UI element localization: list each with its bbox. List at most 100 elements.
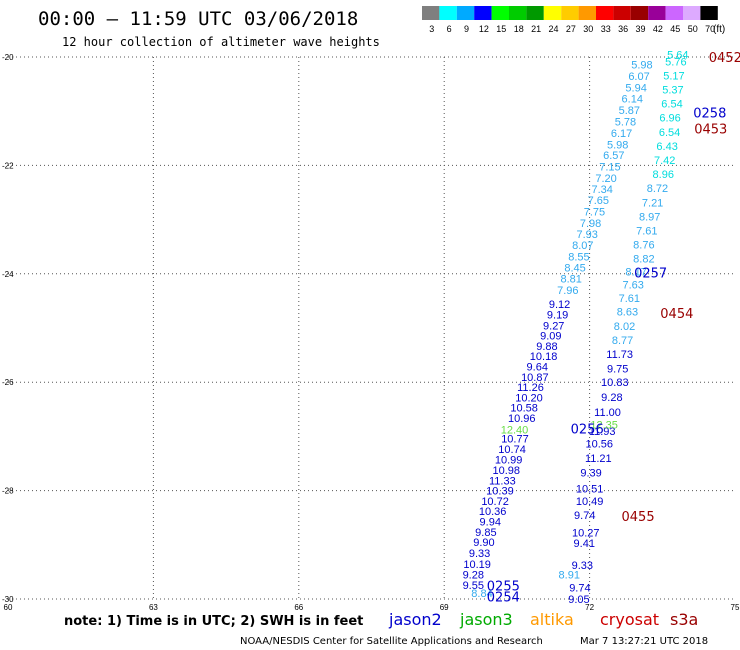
data-point-label: 8.07 (572, 240, 593, 252)
data-point-label: 9.94 (480, 516, 501, 528)
color-scale-label: 45 (670, 24, 680, 34)
data-point-label: 9.33 (469, 548, 490, 560)
color-scale-swatch (700, 6, 718, 20)
data-point-label: 5.78 (615, 116, 636, 128)
mission-legend: jason2 jason3 altika cryosat s3a (388, 610, 698, 629)
mission-legend-item: jason2 (388, 610, 442, 629)
pass-label: 0257 (634, 267, 667, 282)
data-point-label: 10.18 (530, 351, 558, 363)
color-scale-label: 18 (514, 24, 524, 34)
color-scale-swatch (422, 6, 440, 20)
footer-timestamp: Mar 7 13:27:21 UTC 2018 (580, 636, 708, 647)
data-point-label: 9.27 (543, 320, 564, 332)
color-scale-swatch (526, 6, 544, 20)
data-point-label: 7.93 (576, 229, 597, 241)
data-point-label: 10.98 (492, 465, 520, 477)
data-point-label: 6.43 (656, 141, 677, 153)
color-scale-label: 27 (566, 24, 576, 34)
data-point-label: 7.63 (623, 280, 644, 292)
data-point-label: 10.49 (576, 496, 604, 508)
data-point-label: 5.17 (663, 70, 684, 82)
color-scale-swatch (474, 6, 492, 20)
data-point-label: 12.40 (501, 424, 529, 436)
data-point-label: 9.74 (574, 510, 595, 522)
x-tick-label: 72 (585, 603, 594, 612)
plot-area: 60 63 66 69 72 75 -20-22-24-26-28-30 9.559.28… (2, 49, 740, 612)
pass-label: 0255 (487, 579, 520, 594)
color-scale-swatch (613, 6, 631, 20)
footer-credit: NOAA/NESDIS Center for Satellite Applica… (240, 636, 543, 647)
y-tick-label: -30 (2, 595, 14, 604)
data-point-label: 7.34 (591, 184, 612, 196)
data-point-label: 5.87 (619, 105, 640, 117)
data-point-label: 10.87 (521, 372, 549, 384)
color-scale-swatch (630, 6, 649, 20)
data-point-label: 7.96 (557, 285, 578, 297)
pass-label: 0455 (622, 510, 655, 525)
color-scale-swatch (509, 6, 527, 20)
data-point-label: 9.09 (540, 331, 561, 343)
x-tick-label: 66 (294, 603, 303, 612)
pass-label: 0256 (571, 422, 604, 437)
chart-subtitle: 12 hour collection of altimeter wave hei… (62, 35, 380, 49)
y-tick-label: -28 (2, 487, 14, 496)
color-scale-swatch (561, 6, 579, 20)
color-scale-label: 50 (688, 24, 698, 34)
data-point-label: 7.42 (654, 155, 675, 167)
data-point-label: 8.76 (633, 240, 654, 252)
color-scale-label: 42 (653, 24, 663, 34)
data-point-label: 7.75 (584, 206, 605, 218)
data-point-label: 7.21 (642, 197, 663, 209)
data-point-label: 6.57 (603, 150, 624, 162)
data-point-label: 10.58 (510, 403, 538, 415)
data-point-label: 11.21 (585, 453, 612, 465)
x-tick-label: 63 (149, 603, 158, 612)
data-point-label: 11.26 (517, 382, 544, 394)
data-point-label: 8.45 (564, 262, 585, 274)
data-point-label: 6.17 (611, 128, 632, 140)
y-tick-label: -22 (2, 161, 14, 170)
data-point-label: 8.63 (617, 307, 638, 319)
data-point-label: 10.74 (498, 444, 526, 456)
data-point-label: 10.72 (481, 496, 509, 508)
data-point-label: 7.20 (595, 173, 616, 185)
mission-legend-item: cryosat (600, 610, 659, 629)
color-scale-swatch (596, 6, 614, 20)
data-point-label: 9.64 (527, 361, 548, 373)
pass-label: 0452 (709, 51, 740, 66)
data-point-label: 6.14 (622, 94, 643, 106)
data-point-label: 7.15 (599, 161, 620, 173)
data-point-label: 8.97 (639, 211, 660, 223)
data-point-label: 6.54 (661, 99, 682, 111)
data-point-label: 5.76 (665, 56, 686, 68)
data-point-label: 12.35 (590, 419, 618, 431)
data-point-label: 9.55 (463, 580, 484, 592)
color-scale-label: 3 (429, 24, 434, 34)
x-axis-ticks: 60 63 66 69 72 75 (4, 603, 740, 612)
color-scale-swatch (648, 6, 666, 20)
color-scale: 3 6 9 12 15 18 21 24 27 30 33 36 39 42 45 50 70 (422, 6, 718, 34)
x-tick-label: 75 (731, 603, 740, 612)
data-point-label: 5.37 (662, 85, 683, 97)
data-point-label: 7.98 (580, 218, 601, 230)
color-scale-label: 9 (464, 24, 469, 34)
data-point-label: 5.94 (625, 82, 646, 94)
data-point-label: 8.91 (559, 570, 580, 582)
data-point-label: 9.39 (580, 468, 601, 480)
data-point-label: 8.84 (471, 588, 492, 600)
pass-label: 0454 (660, 307, 693, 322)
data-point-label: 9.05 (568, 594, 589, 606)
color-scale-swatch (543, 6, 562, 20)
y-axis-ticks: -20 -22 -24 -26 -28 -30 (2, 53, 14, 604)
data-point-label: 10.19 (463, 559, 491, 571)
color-scale-label: 70 (705, 24, 715, 34)
data-point-label: 9.74 (569, 583, 590, 595)
mission-legend-item: jason3 (459, 610, 513, 629)
data-point-label: 10.27 (572, 527, 600, 539)
x-tick-label: 69 (440, 603, 449, 612)
data-point-label: 7.61 (619, 293, 640, 305)
data-point-label: 11.93 (589, 426, 616, 438)
data-point-label: 7.65 (588, 195, 609, 207)
color-scale-label: 21 (531, 24, 541, 34)
